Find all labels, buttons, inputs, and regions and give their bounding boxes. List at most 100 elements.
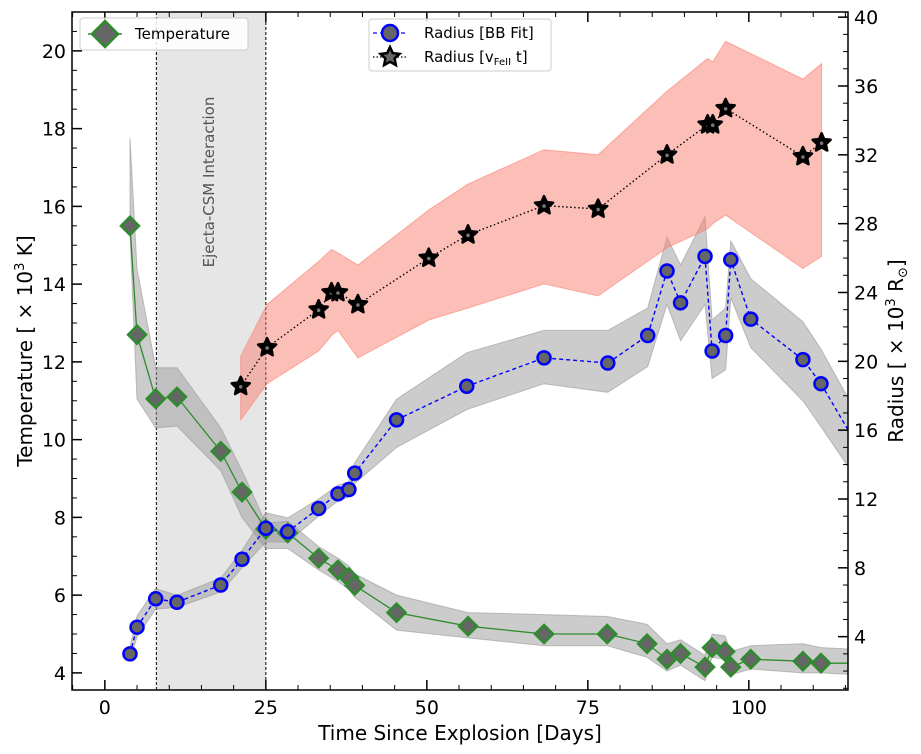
- point-temperature: [166, 386, 188, 408]
- y-right-title-text: Radius [ × 10: [884, 307, 908, 443]
- x-tick-label: 25: [254, 697, 278, 719]
- point-temperature: [144, 388, 167, 410]
- x-tick-label: 75: [576, 697, 600, 719]
- y-axis-right-title: Radius [ × 103 R⊙]: [884, 259, 911, 442]
- y-right-tick-label: 32: [854, 145, 878, 167]
- legend-temperature-label: Temperature: [134, 25, 230, 43]
- point-radius_bb: [795, 351, 811, 368]
- point-radius_bb: [341, 481, 357, 498]
- legend-bb-label: Radius [BB Fit]: [424, 24, 534, 42]
- point-temperature: [209, 440, 232, 463]
- y-left-title-suffix: K]: [13, 235, 37, 262]
- point-radius_vfe-center: [801, 155, 805, 159]
- point-radius_vfe-center: [336, 291, 340, 295]
- legend-circle-icon: [380, 23, 400, 43]
- point-radius_vfe-center: [710, 123, 715, 128]
- point-radius_bb: [234, 551, 250, 567]
- point-temperature: [636, 632, 658, 655]
- y-right-tick-label: 28: [854, 214, 878, 236]
- axes-frame: [71, 11, 849, 691]
- y-left-tick-label: 18: [42, 119, 66, 141]
- point-radius_bb: [639, 327, 656, 344]
- point-radius_bb: [122, 646, 138, 662]
- point-temperature: [343, 574, 366, 597]
- y-right-tick-label: 20: [854, 351, 878, 373]
- y-right-tick-label: 40: [854, 7, 878, 29]
- point-radius_bb: [723, 252, 739, 268]
- point-radius_vfe-center: [238, 384, 243, 389]
- legend-temperature: Temperature: [79, 17, 249, 51]
- point-temperature: [457, 615, 479, 638]
- legend-star-icon: [377, 44, 403, 68]
- y-right-tick-label: 24: [854, 282, 878, 304]
- point-radius_vfe-center: [819, 141, 824, 146]
- legend-vfe-label-end: t]: [511, 48, 528, 66]
- legend-diamond-icon: [90, 19, 120, 49]
- legend-radius: Radius [BB Fit] Radius [vFeII t]: [368, 18, 552, 72]
- point-radius_vfe-center: [356, 303, 360, 307]
- y-right-title-sub: ⊙: [896, 267, 911, 278]
- x-tick-label: 0: [99, 697, 111, 719]
- x-tick-label: 100: [731, 697, 767, 719]
- point-radius_bb: [600, 355, 616, 371]
- point-radius_bb: [147, 591, 164, 607]
- point-radius_bb: [659, 263, 675, 279]
- y-right-tick-label: 36: [854, 76, 878, 98]
- point-radius_bb: [346, 465, 363, 481]
- point-radius_bb: [213, 577, 229, 593]
- y-left-tick-label: 16: [42, 196, 66, 218]
- point-radius_bb: [310, 500, 327, 517]
- shaded-region-label: Ejecta-CSM Interaction: [200, 97, 218, 268]
- y-left-title-text: Temperature [ × 10: [13, 271, 37, 468]
- point-temperature: [126, 323, 148, 346]
- point-temperature: [385, 601, 408, 624]
- y-right-title-sup: 3: [884, 298, 899, 306]
- point-radius_bb: [459, 378, 475, 395]
- y-left-tick-label: 8: [54, 507, 66, 529]
- x-axis-title: Time Since Explosion [Days]: [317, 721, 602, 745]
- y-right-title-end: ]: [884, 259, 908, 267]
- point-radius_vfe-center: [596, 207, 600, 212]
- point-radius_vfe-center: [466, 233, 470, 238]
- y-axis-left-title: Temperature [ × 103 K]: [13, 235, 37, 467]
- band-radius_vfe: [240, 40, 823, 422]
- legend-vfe-label-main: Radius [v: [424, 48, 494, 66]
- point-radius_vfe-center: [542, 204, 546, 208]
- point-radius_bb: [258, 520, 274, 536]
- legend-vfe-label-sub: FeII: [494, 57, 511, 68]
- y-left-title-sup: 3: [13, 263, 28, 271]
- point-radius_bb: [704, 343, 720, 359]
- point-radius_vfe-center: [316, 308, 321, 313]
- y-left-tick-label: 6: [54, 585, 66, 607]
- point-radius_bb: [536, 350, 552, 366]
- point-temperature: [792, 650, 814, 672]
- point-radius_bb: [743, 311, 759, 327]
- point-temperature: [596, 623, 618, 645]
- point-temperature: [669, 642, 692, 665]
- point-temperature: [533, 623, 555, 645]
- legend-vfe-label: Radius [vFeII t]: [424, 48, 528, 68]
- y-right-tick-label: 4: [854, 627, 866, 649]
- y-right-title-suffix: R: [884, 278, 908, 298]
- y-left-tick-label: 10: [42, 430, 66, 452]
- y-right-tick-label: 16: [854, 420, 878, 442]
- point-temperature: [307, 547, 330, 569]
- point-radius_vfe-center: [665, 153, 669, 158]
- y-left-tick-label: 20: [42, 41, 66, 63]
- point-radius_bb: [672, 295, 689, 311]
- y-left-tick-label: 4: [54, 663, 66, 685]
- point-temperature: [714, 640, 736, 663]
- x-tick-label: 50: [415, 697, 439, 719]
- point-radius_bb: [813, 375, 829, 392]
- point-temperature: [739, 648, 762, 671]
- point-radius_vfe-center: [265, 346, 269, 350]
- point-radius_bb: [717, 327, 734, 344]
- y-left-tick-label: 14: [42, 274, 66, 296]
- point-temperature: [810, 652, 832, 674]
- band-temperature: [129, 138, 848, 682]
- y-right-tick-label: 12: [854, 489, 878, 511]
- point-temperature: [231, 481, 253, 503]
- line-radius_vfe: [240, 107, 823, 387]
- point-radius_vfe-center: [723, 107, 728, 111]
